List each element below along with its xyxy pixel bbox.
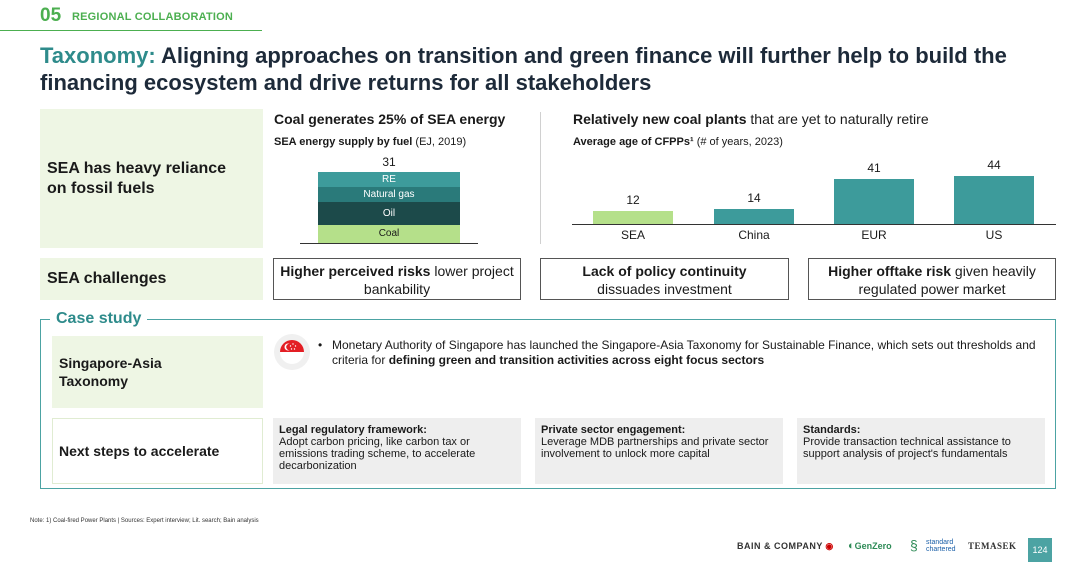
step-1-body: Adopt carbon pricing, like carbon tax or… [279, 436, 476, 472]
taxonomy-description: Monetary Authority of Singapore has laun… [332, 338, 1040, 368]
plants-heading-bold: Relatively new coal plants [573, 111, 747, 127]
section-divider [540, 112, 541, 244]
step-2-title: Private sector engagement: [541, 424, 686, 436]
step-legal-framework: Legal regulatory framework: Adopt carbon … [273, 418, 521, 484]
challenges-label-box: SEA challenges [40, 258, 263, 300]
bar-category-eur: EUR [861, 228, 887, 242]
segment-natural-gas: Natural gas [318, 187, 460, 202]
bain-logo: BAIN & COMPANY ◉ [737, 541, 833, 552]
bar-category-us: US [985, 228, 1003, 242]
step-standards: Standards: Provide transaction technical … [797, 418, 1045, 484]
bar-value-sea: 12 [626, 193, 640, 207]
step-1-title: Legal regulatory framework: [279, 424, 427, 436]
coal-total: 31 [382, 155, 396, 169]
challenge-policy-continuity: Lack of policy continuity dissuades inve… [540, 258, 789, 300]
challenge-3-rest: given heavily regulated power market [858, 263, 1036, 297]
taxonomy-label: Singapore-Asia Taxonomy [59, 355, 162, 389]
section-name: REGIONAL COLLABORATION [72, 11, 234, 23]
plants-sub-normal: (# of years, 2023) [693, 136, 783, 148]
challenge-1-bold: Higher perceived risks [280, 263, 431, 279]
singapore-flag-icon [274, 334, 310, 370]
challenge-3-bold: Higher offtake risk [828, 263, 952, 279]
taxonomy-text-bold: defining green and transition activities… [388, 353, 765, 367]
challenge-2-bold: Lack of policy continuity [582, 263, 747, 279]
bain-logo-text: BAIN & COMPANY [737, 541, 823, 551]
bar-category-china: China [738, 228, 770, 242]
sc-mark-icon: § [910, 537, 918, 553]
temasek-logo: TEMASEK [968, 541, 1017, 551]
segment-oil: Oil [318, 202, 460, 225]
challenges-label: SEA challenges [47, 270, 167, 287]
section-underline [0, 30, 262, 31]
next-steps-label: Next steps to accelerate [59, 443, 220, 459]
genzero-logo-text: GenZero [854, 541, 892, 551]
segment-re: RE [318, 172, 460, 187]
coal-subheading: SEA energy supply by fuel (EJ, 2019) [274, 136, 466, 148]
coal-sub-normal: (EJ, 2019) [412, 136, 467, 148]
plants-heading-normal: that are yet to naturally retire [746, 111, 929, 127]
step-3-title: Standards: [803, 424, 861, 436]
plants-sub-bold: Average age of CFPPs¹ [573, 136, 694, 148]
coal-baseline [300, 243, 478, 244]
bar-china [714, 209, 794, 224]
challenge-offtake-risk: Higher offtake risk given heavily regula… [808, 258, 1056, 300]
title-rest: Aligning approaches on transition and gr… [40, 43, 1007, 95]
footer-note: Note: 1) Coal-fired Power Plants | Sourc… [30, 518, 259, 524]
step-3-body: Provide transaction technical assistance… [803, 436, 1011, 460]
genzero-leaf-icon: ◐ [848, 540, 855, 552]
bain-logo-icon: ◉ [825, 541, 834, 551]
step-2-body: Leverage MDB partnerships and private se… [541, 436, 769, 460]
title-keyword: Taxonomy: [40, 43, 156, 68]
sc-text-2: chartered [926, 546, 956, 553]
case-study-title: Case study [50, 310, 148, 328]
plants-subheading: Average age of CFPPs¹ (# of years, 2023) [573, 136, 783, 148]
reliance-label: SEA has heavy reliance on fossil fuels [47, 160, 227, 197]
chart-baseline [572, 224, 1056, 225]
taxonomy-text-normal: Monetary Authority of Singapore has laun… [332, 338, 1036, 367]
sc-text-1: standard [926, 539, 954, 546]
bar-value-us: 44 [987, 158, 1001, 172]
bar-us [954, 176, 1034, 224]
taxonomy-label-box: Singapore-Asia Taxonomy [52, 336, 263, 408]
bar-eur [834, 179, 914, 224]
genzero-logo: ◐GenZero [848, 540, 892, 552]
page-number: 124 [1028, 538, 1052, 562]
page-title: Taxonomy: Aligning approaches on transit… [40, 42, 1060, 96]
challenge-1-rest: lower project bankability [363, 263, 514, 297]
case-study-frame [40, 319, 1056, 489]
bar-value-eur: 41 [867, 161, 881, 175]
taxonomy-bullet: • [318, 338, 323, 352]
coal-sub-bold: SEA energy supply by fuel [274, 136, 413, 148]
bar-value-china: 14 [747, 191, 761, 205]
plants-heading: Relatively new coal plants that are yet … [573, 111, 929, 127]
challenge-2-rest: dissuades investment [597, 281, 732, 297]
challenge-perceived-risks: Higher perceived risks lower project ban… [273, 258, 521, 300]
segment-coal: Coal [318, 225, 460, 243]
next-steps-label-box: Next steps to accelerate [52, 418, 263, 484]
coal-heading: Coal generates 25% of SEA energy [274, 111, 506, 127]
step-private-sector: Private sector engagement: Leverage MDB p… [535, 418, 783, 484]
section-number: 05 [40, 5, 62, 26]
bar-sea [593, 211, 673, 224]
reliance-label-box: SEA has heavy reliance on fossil fuels [40, 109, 263, 248]
bar-category-sea: SEA [620, 228, 645, 242]
